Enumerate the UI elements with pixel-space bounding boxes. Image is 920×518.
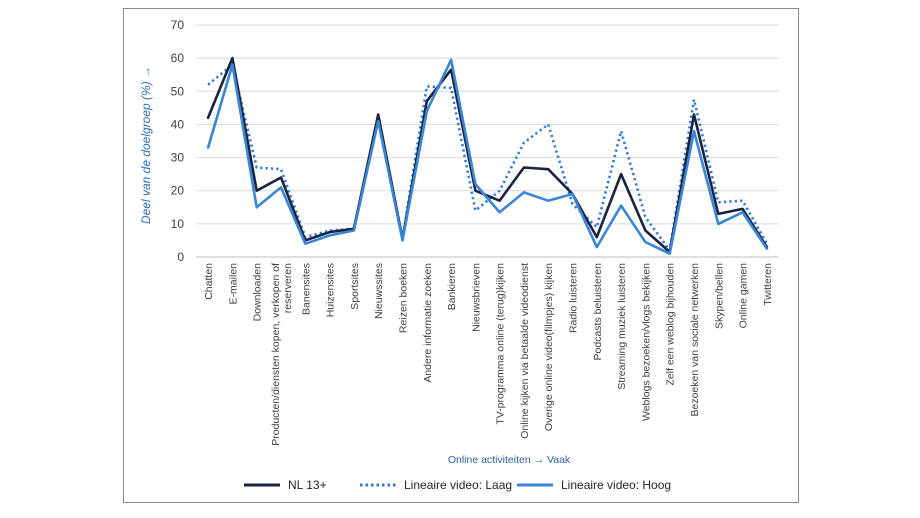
y-tick-label: 20 <box>171 184 185 198</box>
x-category-label: Chatten <box>203 263 215 300</box>
x-category-label: Sportsites <box>349 263 361 310</box>
x-category-text: Huizensites <box>325 263 337 317</box>
x-category-text: TV-programma online (terug)kijken <box>495 263 507 425</box>
x-category-text: Twitteren <box>762 263 774 306</box>
legend-label: Lineaire video: Laag <box>404 478 512 492</box>
x-category-text: reserveren <box>282 263 294 313</box>
legend: NL 13+ Lineaire video: Laag Lineaire video… <box>244 478 671 492</box>
x-category-label: Downloaden <box>252 263 264 322</box>
y-tick-labels: 0 10 20 30 40 50 60 70 <box>171 18 185 264</box>
x-category-label: Online gamen <box>738 263 750 329</box>
x-category-text: Downloaden <box>252 263 264 322</box>
y-tick-label: 60 <box>171 51 185 65</box>
x-category-label: Radio luisteren <box>568 263 580 333</box>
x-category-label: Weblogs bezoeken/vlogs bekijken <box>640 263 652 421</box>
x-category-label: Twitteren <box>762 263 774 306</box>
x-category-label: Reizen boeken <box>397 263 409 333</box>
line-chart: 0 10 20 30 40 50 60 70 Chatten E-mailen Downloade… <box>139 18 779 492</box>
x-category-label: Online kijken via betaalde videodienst <box>519 263 531 439</box>
y-tick-label: 0 <box>177 250 184 264</box>
x-category-label: Nieuwssites <box>373 263 385 319</box>
x-category-text: Zelf een weblog bijhouden <box>665 263 677 386</box>
series-lines <box>206 56 769 255</box>
x-category-text: Reizen boeken <box>397 263 409 333</box>
x-category-text: Radio luisteren <box>568 263 580 333</box>
y-tick-label: 70 <box>171 18 185 32</box>
gridlines <box>196 24 779 258</box>
y-tick-label: 50 <box>171 84 185 98</box>
x-category-text: Nieuwssites <box>373 263 385 319</box>
x-category-text: Bezoeken van sociale netwerken <box>689 263 701 417</box>
x-category-label: Bezoeken van sociale netwerken <box>689 263 701 417</box>
x-category-text: Overige online video(filmpjes) kijken <box>543 263 555 431</box>
chart-frame: 0 10 20 30 40 50 60 70 Chatten E-mailen Downloade… <box>123 8 799 503</box>
y-tick-label: 40 <box>171 117 185 131</box>
x-category-text: Online kijken via betaalde videodienst <box>519 263 531 439</box>
y-axis-label: Deel van de doelgroep (%) → <box>139 66 153 224</box>
x-category-text: Streaming muziek luisteren <box>616 263 628 390</box>
legend-label: Lineaire video: Hoog <box>561 478 671 492</box>
x-category-label: Huizensites <box>325 263 337 317</box>
x-category-label: Banensites <box>300 263 312 315</box>
x-category-label: Podcasts beluisteren <box>592 263 604 361</box>
x-category-text: Skypen/bellen <box>713 263 725 329</box>
x-category-label: Streaming muziek luisteren <box>616 263 628 390</box>
x-category-text: Banensites <box>300 263 312 315</box>
x-category-label: Zelf een weblog bijhouden <box>665 263 677 386</box>
series-line-0 <box>206 56 769 254</box>
x-category-text: E-mailen <box>227 263 239 305</box>
series-line-1 <box>207 63 769 252</box>
x-category-text: Producten/diensten kopen, verkopen of <box>270 263 282 446</box>
x-category-label: TV-programma online (terug)kijken <box>495 263 507 425</box>
x-category-text: Podcasts beluisteren <box>592 263 604 361</box>
x-category-label: Nieuwsbrieven <box>470 263 482 332</box>
x-category-label: Skypen/bellen <box>713 263 725 329</box>
x-category-label: Overige online video(filmpjes) kijken <box>543 263 555 431</box>
x-category-text: Andere informatie zoeken <box>422 263 434 383</box>
x-category-text: Bankieren <box>446 263 458 310</box>
x-category-text: Weblogs bezoeken/vlogs bekijken <box>640 263 652 421</box>
x-category-text: Sportsites <box>349 263 361 310</box>
x-category-text: Nieuwsbrieven <box>470 263 482 332</box>
x-category-label: Producten/diensten kopen, verkopen of res… <box>270 263 294 446</box>
x-category-label: Andere informatie zoeken <box>422 263 434 383</box>
x-category-text: Online gamen <box>738 263 750 329</box>
legend-label: NL 13+ <box>288 478 327 492</box>
y-tick-label: 30 <box>171 151 185 165</box>
x-category-text: Chatten <box>203 263 215 300</box>
y-tick-label: 10 <box>171 217 185 231</box>
x-category-label: Bankieren <box>446 263 458 310</box>
x-category-label: E-mailen <box>227 263 239 305</box>
x-category-labels: Chatten E-mailen Downloaden Producten/diens… <box>203 263 774 446</box>
series-line-2 <box>206 58 769 255</box>
x-axis-label: Online activiteiten → Vaak <box>448 454 571 466</box>
